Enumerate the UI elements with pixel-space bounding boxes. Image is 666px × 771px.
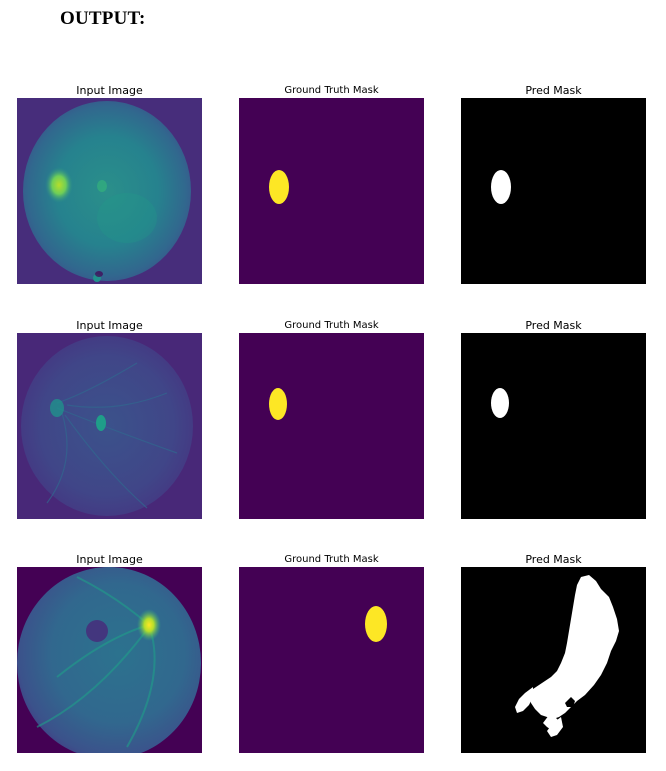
input-image-title: Input Image xyxy=(76,319,143,332)
pred-mask-image xyxy=(461,333,646,519)
pred-mask-image xyxy=(461,98,646,284)
output-heading: OUTPUT: xyxy=(60,8,146,29)
ground-truth-mask-image xyxy=(239,333,424,519)
pred-mask-title: Pred Mask xyxy=(525,553,582,566)
fundus-input-image xyxy=(17,333,202,519)
ground-truth-mask-title: Ground Truth Mask xyxy=(284,554,379,565)
fundus-input-image xyxy=(17,567,202,753)
pred-mask-title: Pred Mask xyxy=(525,319,582,332)
pred-mask-title: Pred Mask xyxy=(525,84,582,97)
pred-mask-image xyxy=(461,567,646,753)
fundus-input-image xyxy=(17,98,202,284)
ground-truth-mask-image xyxy=(239,98,424,284)
input-image-title: Input Image xyxy=(76,84,143,97)
ground-truth-mask-title: Ground Truth Mask xyxy=(284,320,379,331)
input-image-title: Input Image xyxy=(76,553,143,566)
ground-truth-mask-title: Ground Truth Mask xyxy=(284,85,379,96)
ground-truth-mask-image xyxy=(239,567,424,753)
